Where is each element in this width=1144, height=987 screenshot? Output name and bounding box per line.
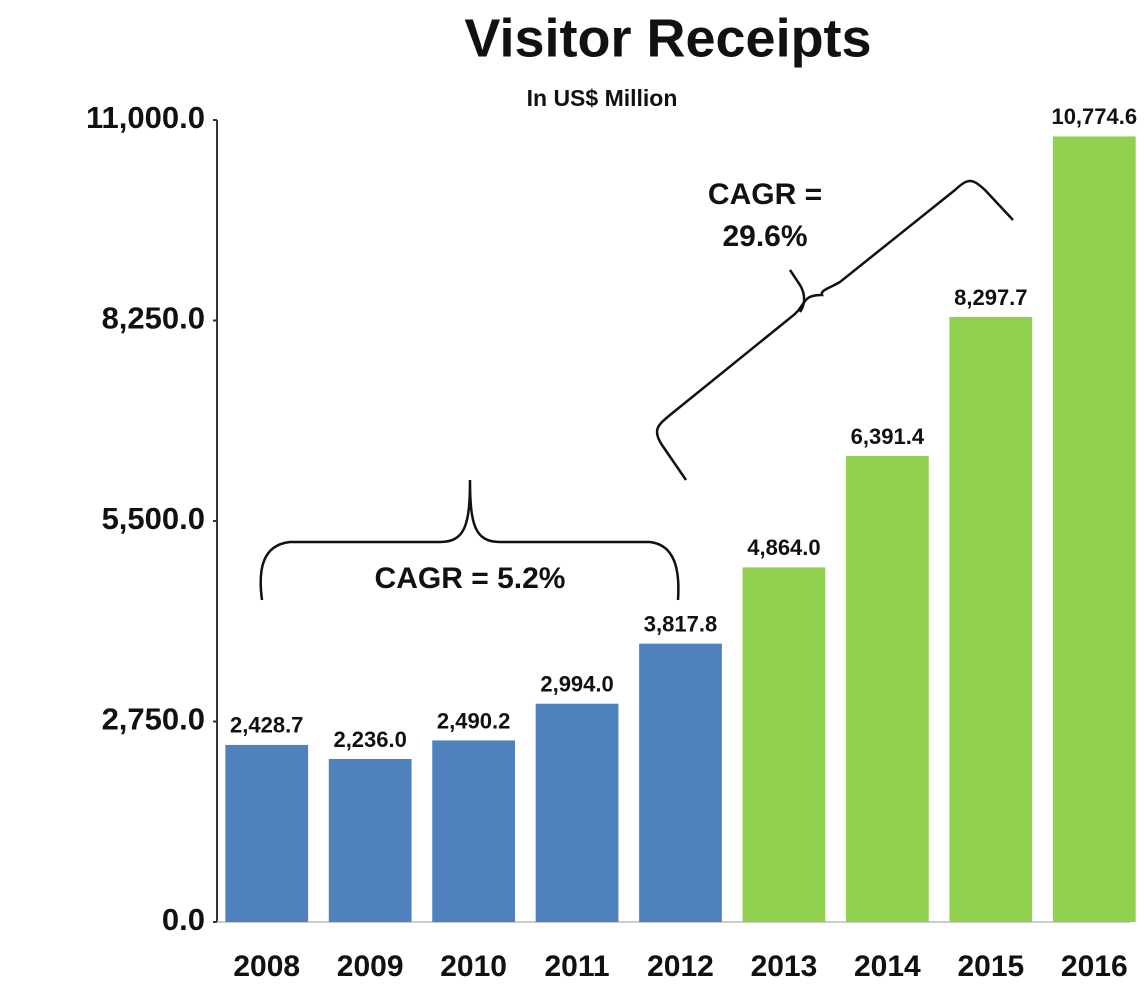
value-label: 2,428.7	[230, 713, 303, 738]
annotation: 29.6%	[722, 220, 807, 253]
x-tick-label: 2015	[957, 950, 1024, 983]
x-tick-label: 2012	[647, 950, 714, 983]
y-tick-label: 5,500.0	[102, 501, 205, 536]
bracket	[259, 479, 680, 601]
bracket	[788, 269, 806, 313]
value-label: 2,994.0	[540, 672, 613, 697]
value-label: 10,774.6	[1051, 104, 1137, 129]
bar	[1052, 136, 1136, 922]
y-tick-label: 8,250.0	[102, 301, 205, 336]
y-tick-label: 0.0	[162, 902, 205, 937]
value-label: 3,817.8	[644, 611, 717, 636]
annotation: CAGR = 5.2%	[375, 562, 566, 595]
annotation: CAGR =	[708, 178, 822, 211]
value-label: 2,236.0	[333, 727, 406, 752]
bar	[639, 643, 722, 922]
y-tick-label: 11,000.0	[86, 100, 205, 135]
value-label: 8,297.7	[954, 285, 1027, 310]
x-tick-label: 2011	[545, 950, 610, 983]
chart-subtitle: In US$ Million	[527, 85, 678, 111]
bar	[225, 744, 309, 922]
value-label: 6,391.4	[851, 424, 925, 449]
bracket	[655, 179, 1014, 481]
x-tick-label: 2009	[337, 950, 404, 983]
bar	[328, 758, 412, 922]
y-tick-label: 2,750.0	[102, 702, 205, 737]
bar	[846, 456, 929, 922]
value-label: 2,490.2	[437, 708, 510, 733]
x-tick-label: 2008	[233, 950, 300, 983]
value-label: 4,864.0	[747, 535, 820, 560]
x-tick-label: 2013	[751, 950, 818, 983]
bar	[742, 567, 826, 922]
bar	[949, 317, 1033, 923]
chart-title: Visitor Receipts	[464, 8, 871, 68]
x-tick-label: 2016	[1061, 950, 1128, 983]
bar	[432, 740, 515, 922]
x-tick-label: 2014	[854, 950, 921, 983]
x-tick-label: 2010	[440, 950, 507, 983]
bar	[535, 703, 619, 922]
